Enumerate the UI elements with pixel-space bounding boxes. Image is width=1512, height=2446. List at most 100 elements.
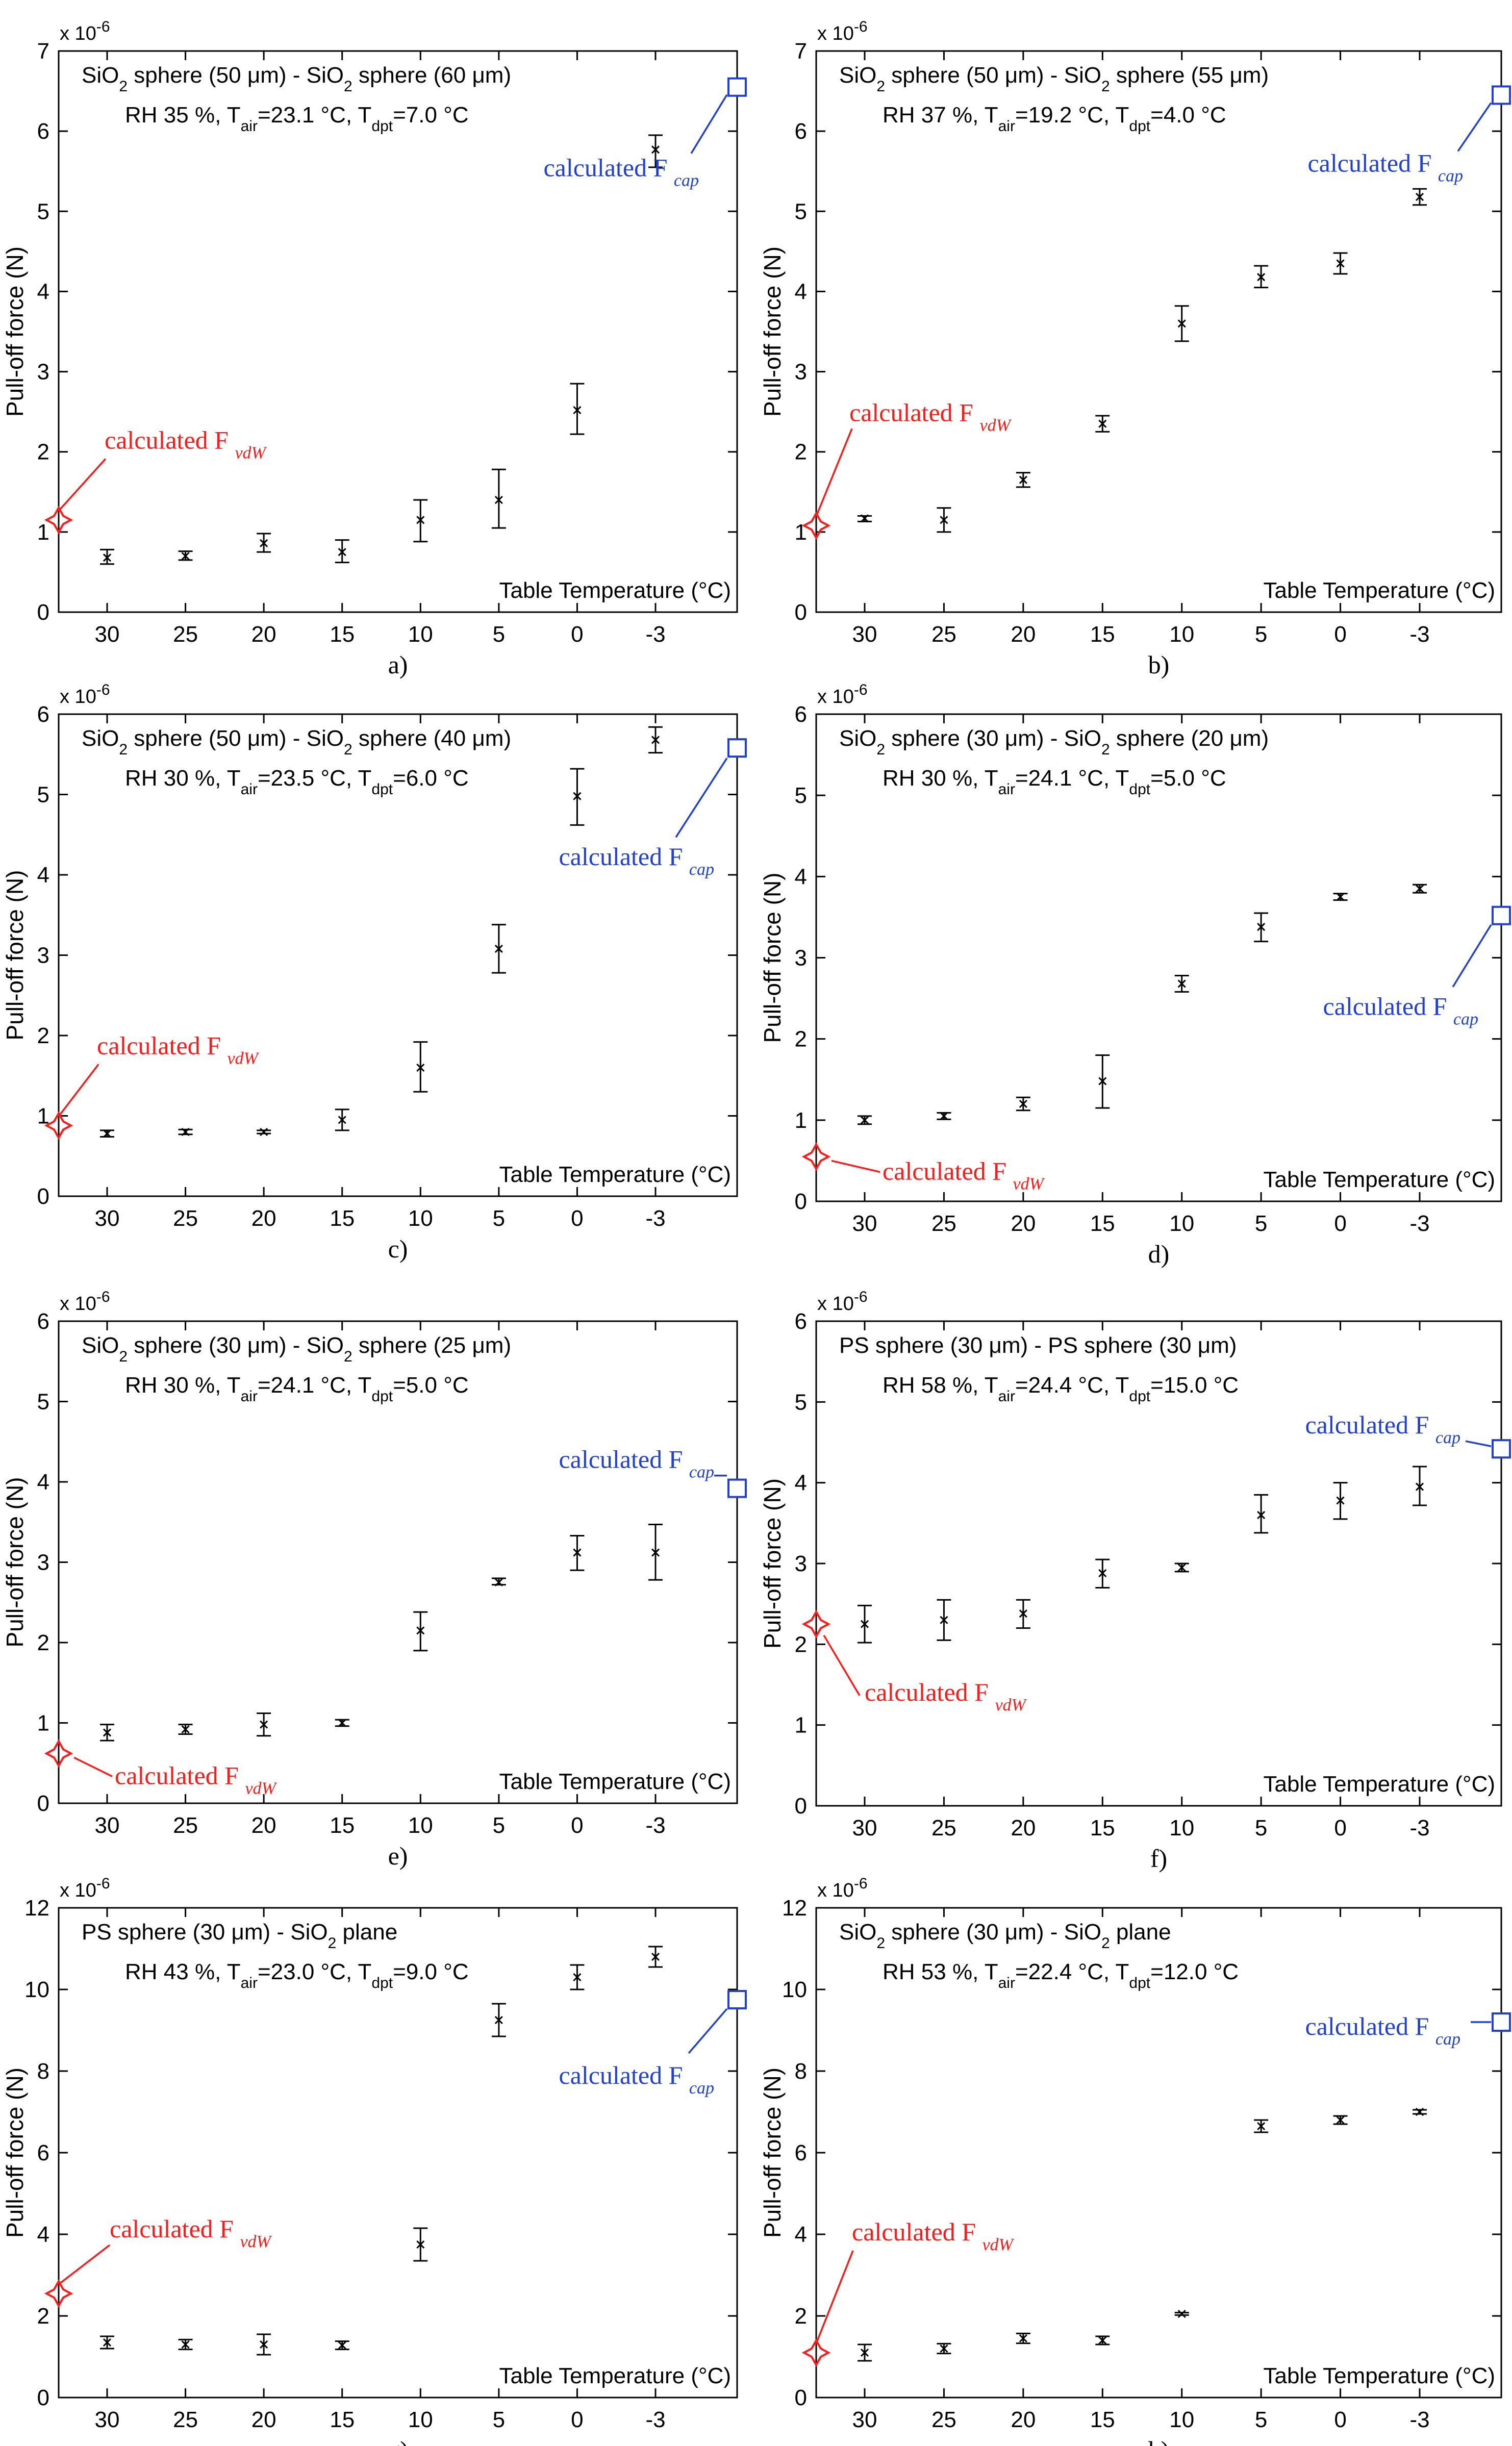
y-tick-label: 0 [795, 1189, 807, 1214]
y-tick-label: 0 [795, 2385, 807, 2410]
data-point [860, 2348, 869, 2357]
data-point [1415, 192, 1424, 201]
data-point [573, 1973, 582, 1982]
fcap-leader [1465, 1440, 1492, 1447]
chart-title: SiO2 sphere (50 μm) - SiO2 sphere (55 μm… [839, 63, 1269, 95]
data-point [1257, 2122, 1266, 2131]
data-point [338, 548, 346, 557]
y-axis-label: Pull-off force (N) [2, 1477, 28, 1647]
y-tick-label: 3 [37, 943, 49, 968]
fvdw-marker [801, 1142, 831, 1171]
y-tick-label: 2 [795, 1632, 807, 1657]
data-point [940, 1112, 948, 1120]
panel-caption: c) [388, 1234, 408, 1263]
x-tick-label: 30 [852, 1211, 877, 1236]
y-tick-label: 4 [37, 1470, 49, 1495]
data-point [494, 944, 503, 953]
x-tick-label: 25 [173, 1813, 198, 1838]
fcap-marker [1492, 85, 1511, 105]
y-tick-label: 7 [37, 39, 49, 64]
chart-panel-6: 0 1 2 3 4 5 6 30 25 20 15 10 5 0 -3 x 10-6 Pull-off forc… [759, 1289, 1511, 1873]
data-point [1336, 259, 1345, 268]
y-tick-label: 4 [795, 864, 807, 889]
data-point [1257, 1510, 1266, 1520]
data-point [1336, 893, 1345, 901]
y-tick-label: 2 [37, 1630, 49, 1655]
y-tick-label: 2 [795, 440, 807, 465]
x-tick-label: 5 [493, 2407, 505, 2432]
fcap-leader [690, 94, 728, 154]
x-tick-label: 15 [1090, 1211, 1115, 1236]
fvdw-label: calculated F vdW [849, 398, 1012, 435]
x-axis-label: Table Temperature (°C) [499, 1769, 731, 1794]
y-tick-label: 12 [782, 1896, 807, 1921]
fvdw-marker [801, 1609, 831, 1638]
y-tick-label: 1 [37, 1711, 49, 1736]
chart-panel-4: 0 1 2 3 4 5 6 30 25 20 15 10 5 0 -3 x 10-6 Pull-off forc… [759, 682, 1511, 1268]
data-point [1177, 979, 1186, 988]
x-tick-label: 15 [330, 622, 355, 647]
y-tick-label: 1 [795, 520, 807, 545]
data-point [416, 2240, 425, 2249]
fvdw-leader [831, 1159, 880, 1173]
x-tick-label: 5 [1255, 2407, 1267, 2432]
fvdw-label: calculated F vdW [97, 1031, 260, 1068]
y-tick-label: 0 [37, 1791, 49, 1816]
fcap-leader [688, 2008, 728, 2054]
data-point [338, 1719, 346, 1727]
y-tick-label: 4 [795, 2222, 807, 2247]
x-tick-label: -3 [1409, 1211, 1429, 1236]
data-point [494, 2015, 503, 2025]
y-tick-label: 1 [37, 520, 49, 545]
fcap-leader [675, 758, 728, 838]
y-tick-label: 6 [37, 2140, 49, 2165]
y-tick-label: 2 [37, 1023, 49, 1048]
y-tick-label: 5 [795, 1390, 807, 1415]
axis-exponent: x 10-6 [60, 18, 110, 45]
y-tick-label: 2 [795, 1027, 807, 1052]
x-tick-label: 25 [173, 2407, 198, 2432]
chart-title: SiO2 sphere (30 μm) - SiO2 sphere (25 μm… [82, 1333, 511, 1365]
data-point [416, 1063, 425, 1072]
y-tick-label: 8 [37, 2059, 49, 2084]
x-tick-label: -3 [1409, 622, 1429, 647]
x-tick-label: 10 [1169, 622, 1194, 647]
data-point [940, 2344, 948, 2353]
fvdw-leader [58, 2244, 111, 2285]
data-point [1098, 1569, 1107, 1578]
fvdw-leader [73, 1756, 113, 1777]
axis-exponent: x 10-6 [817, 682, 868, 708]
axis-exponent: x 10-6 [817, 1875, 868, 1902]
fvdw-label: calculated F vdW [865, 1678, 1027, 1714]
x-tick-label: 20 [1011, 1815, 1036, 1840]
y-tick-label: 3 [795, 360, 807, 385]
y-tick-label: 4 [37, 279, 49, 304]
x-tick-label: 5 [493, 622, 505, 647]
data-point [1415, 1482, 1424, 1491]
data-point [573, 792, 582, 800]
x-tick-label: 25 [931, 2407, 956, 2432]
data-point [103, 1728, 112, 1737]
y-tick-label: 7 [795, 39, 807, 64]
x-tick-label: -3 [1409, 2407, 1429, 2432]
chart-info: RH 30 %, Tair=24.1 °C, Tdpt=5.0 °C [125, 1373, 469, 1405]
chart-info: RH 53 %, Tair=22.4 °C, Tdpt=12.0 °C [883, 1959, 1239, 1991]
fvdw-leader [815, 2250, 854, 2344]
fcap-marker [727, 1990, 747, 2009]
x-tick-label: 20 [251, 622, 276, 647]
y-tick-label: 6 [795, 119, 807, 144]
data-point [260, 1127, 268, 1137]
x-tick-label: 10 [408, 1813, 433, 1838]
fvdw-marker [801, 511, 831, 540]
fcap-marker [1492, 905, 1511, 925]
chart-panel-2: 0 1 2 3 4 5 6 7 30 25 20 15 10 5 0 -3 x 10-6 Pull-off for… [759, 18, 1511, 679]
y-axis-label: Pull-off force (N) [759, 246, 786, 417]
x-tick-label: 0 [1334, 2407, 1346, 2432]
x-tick-label: 5 [1255, 622, 1267, 647]
y-tick-label: 0 [37, 600, 49, 625]
chart-panel-7: 0 2 4 6 8 10 12 30 25 20 15 10 5 0 -3 x 10-6 Pull-off fo… [2, 1875, 747, 2446]
data-point [860, 514, 869, 523]
x-tick-label: 25 [931, 1815, 956, 1840]
y-tick-label: 0 [37, 1184, 49, 1209]
